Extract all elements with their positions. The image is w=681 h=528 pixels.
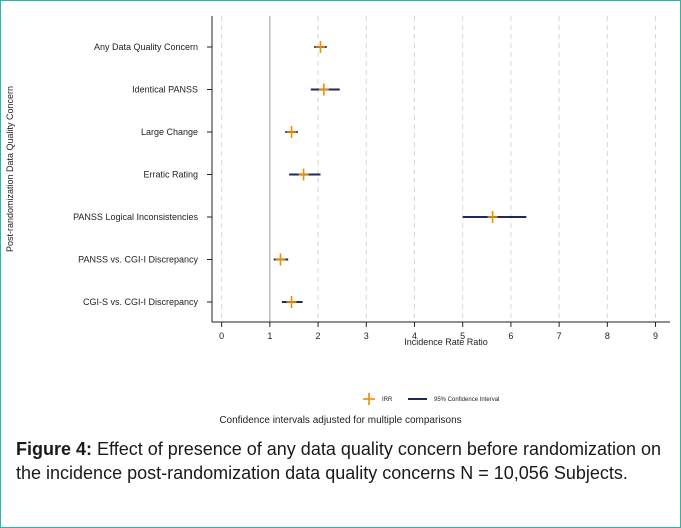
x-tick-label: 0 — [219, 331, 224, 341]
x-tick-label: 2 — [316, 331, 321, 341]
row-label: CGI-S vs. CGI-I Discrepancy — [83, 297, 199, 307]
x-ticks: 0 1 2 3 4 5 6 7 8 9 — [219, 322, 658, 341]
caption-label: Figure 4: — [16, 439, 93, 459]
row-label: Large Change — [141, 127, 198, 137]
x-tick-label: 7 — [557, 331, 562, 341]
figure-caption: Figure 4: Effect of presence of any data… — [16, 437, 666, 485]
legend-ci-label: 95% Confidence Interval — [434, 397, 499, 403]
estimates — [273, 41, 527, 308]
row-label: Erratic Rating — [143, 170, 198, 180]
caption-text: Effect of presence of any data quality c… — [16, 439, 662, 483]
row-label: Identical PANSS — [132, 85, 198, 95]
row-label: PANSS vs. CGI-I Discrepancy — [78, 255, 198, 265]
x-tick-label: 5 — [460, 331, 465, 341]
chart-note: Confidence intervals adjusted for multip… — [219, 415, 462, 426]
row-labels: Any Data Quality Concern Identical PANSS L… — [73, 42, 212, 307]
row-label: PANSS Logical Inconsistencies — [73, 212, 198, 222]
forest-plot: Any Data Quality Concern Identical PANSS L… — [5, 16, 670, 405]
row-label: Any Data Quality Concern — [94, 42, 198, 52]
x-axis-label: Incidence Rate Ratio — [404, 337, 488, 347]
x-tick-label: 9 — [653, 331, 658, 341]
legend: IRR 95% Confidence Interval — [363, 393, 499, 405]
x-tick-label: 3 — [364, 331, 369, 341]
legend-irr-label: IRR — [382, 397, 393, 403]
x-tick-label: 1 — [267, 331, 272, 341]
grid-lines — [221, 16, 657, 322]
x-tick-label: 4 — [412, 331, 417, 341]
x-tick-label: 6 — [508, 331, 513, 341]
y-axis-label: Post-randomization Data Quality Concern — [5, 86, 15, 252]
x-tick-label: 8 — [605, 331, 610, 341]
